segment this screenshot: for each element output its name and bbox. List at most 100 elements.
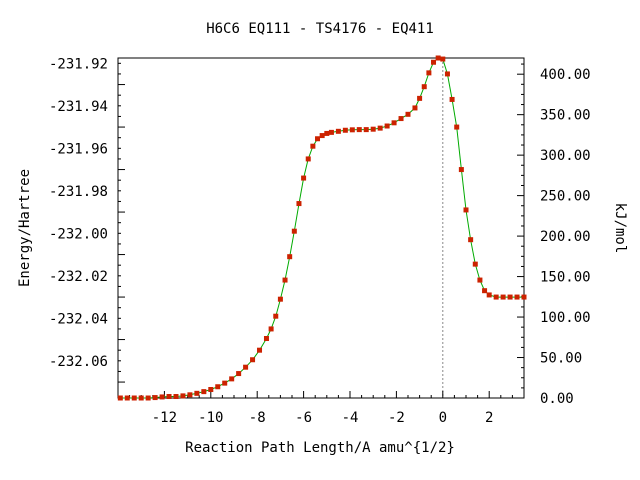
data-point <box>391 120 397 126</box>
data-point <box>208 387 214 392</box>
data-point <box>301 175 307 181</box>
data-point <box>152 395 158 401</box>
data-point <box>287 254 293 260</box>
y2-tick-label: 0.00 <box>540 391 574 407</box>
data-point <box>349 127 355 133</box>
y2-tick-label: 150.00 <box>540 270 591 286</box>
data-point <box>486 292 492 298</box>
y2-tick-label: 50.00 <box>540 351 582 367</box>
data-point <box>384 123 390 129</box>
y2-tick-label: 200.00 <box>540 229 591 245</box>
y-tick-label: -231.96 <box>49 141 108 157</box>
data-point <box>296 201 302 207</box>
data-point <box>315 136 321 142</box>
data-point <box>305 156 311 162</box>
data-point <box>458 167 464 173</box>
data-point <box>417 95 423 101</box>
data-point <box>472 261 478 267</box>
y2-tick-label: 400.00 <box>540 67 591 83</box>
data-point <box>463 207 469 213</box>
data-point <box>444 71 450 77</box>
x-tick-label: -6 <box>295 410 312 426</box>
data-point <box>145 395 151 401</box>
data-point <box>138 395 144 401</box>
y-tick-label: -232.06 <box>49 354 108 370</box>
data-point <box>229 376 235 382</box>
data-point <box>319 133 325 139</box>
plot-frame <box>117 57 525 399</box>
data-point <box>514 294 520 300</box>
data-point <box>377 125 383 131</box>
data-point <box>426 70 432 76</box>
data-point <box>268 326 274 332</box>
x-tick-label: 0 <box>439 410 447 426</box>
y2-tick-label: 350.00 <box>540 108 591 124</box>
data-point <box>180 393 186 399</box>
data-point <box>521 294 527 300</box>
chart-title: H6C6 EQ111 - TS4176 - EQ411 <box>206 21 434 37</box>
data-point <box>194 390 200 396</box>
data-point <box>324 130 330 136</box>
data-point <box>277 296 283 302</box>
data-point <box>131 395 137 401</box>
y2-tick-label: 300.00 <box>540 148 591 164</box>
data-point <box>412 105 418 111</box>
y-tick-label: -231.98 <box>49 184 108 200</box>
y2-tick-label: 250.00 <box>540 189 591 205</box>
y2-axis-label: kJ/mol <box>612 203 628 254</box>
data-point <box>405 111 411 117</box>
data-point <box>398 116 404 122</box>
data-point <box>493 294 499 300</box>
data-point <box>166 394 172 400</box>
data-point <box>363 127 369 133</box>
data-point <box>263 336 269 341</box>
data-point <box>257 347 263 353</box>
x-tick-label: -8 <box>249 410 266 426</box>
data-point <box>431 59 437 65</box>
data-point <box>507 294 513 300</box>
x-axis-label: Reaction Path Length/A amu^{1/2} <box>185 440 455 456</box>
data-point <box>449 96 455 102</box>
data-point <box>250 357 256 363</box>
y-tick-label: -231.92 <box>49 56 108 72</box>
data-point <box>124 395 130 401</box>
x-tick-label: -10 <box>198 410 223 426</box>
data-point <box>310 143 316 149</box>
x-tick-label: -12 <box>152 410 177 426</box>
x-tick-label: 2 <box>485 410 493 426</box>
data-point <box>482 288 488 294</box>
data-point <box>370 126 376 132</box>
data-point <box>335 128 341 134</box>
data-point <box>215 384 221 390</box>
data-point <box>159 394 165 400</box>
data-point <box>243 364 249 370</box>
data-point <box>500 294 506 300</box>
y-tick-label: -232.04 <box>49 311 108 327</box>
y-axis-label: Energy/Hartree <box>17 169 33 287</box>
y-tick-label: -232.02 <box>49 269 108 285</box>
data-point <box>273 313 279 319</box>
data-point <box>342 127 348 133</box>
y-tick-label: -231.94 <box>49 99 108 115</box>
data-point <box>187 392 193 398</box>
data-point <box>282 277 288 283</box>
data-point <box>440 56 446 62</box>
data-point <box>222 380 228 386</box>
energy-profile-line <box>120 57 524 399</box>
data-point <box>468 237 474 243</box>
y-tick-label: -232.00 <box>49 226 108 242</box>
data-point <box>201 389 207 395</box>
x-tick-label: -4 <box>342 410 359 426</box>
data-point <box>291 228 297 234</box>
data-point <box>328 129 334 135</box>
data-point <box>435 55 441 61</box>
data-point <box>454 124 460 130</box>
x-tick-label: -2 <box>388 410 405 426</box>
y2-tick-label: 100.00 <box>540 310 591 326</box>
data-point <box>236 371 242 377</box>
data-point <box>356 127 362 133</box>
data-point <box>477 277 483 283</box>
data-point <box>173 394 179 400</box>
data-point <box>117 395 123 401</box>
